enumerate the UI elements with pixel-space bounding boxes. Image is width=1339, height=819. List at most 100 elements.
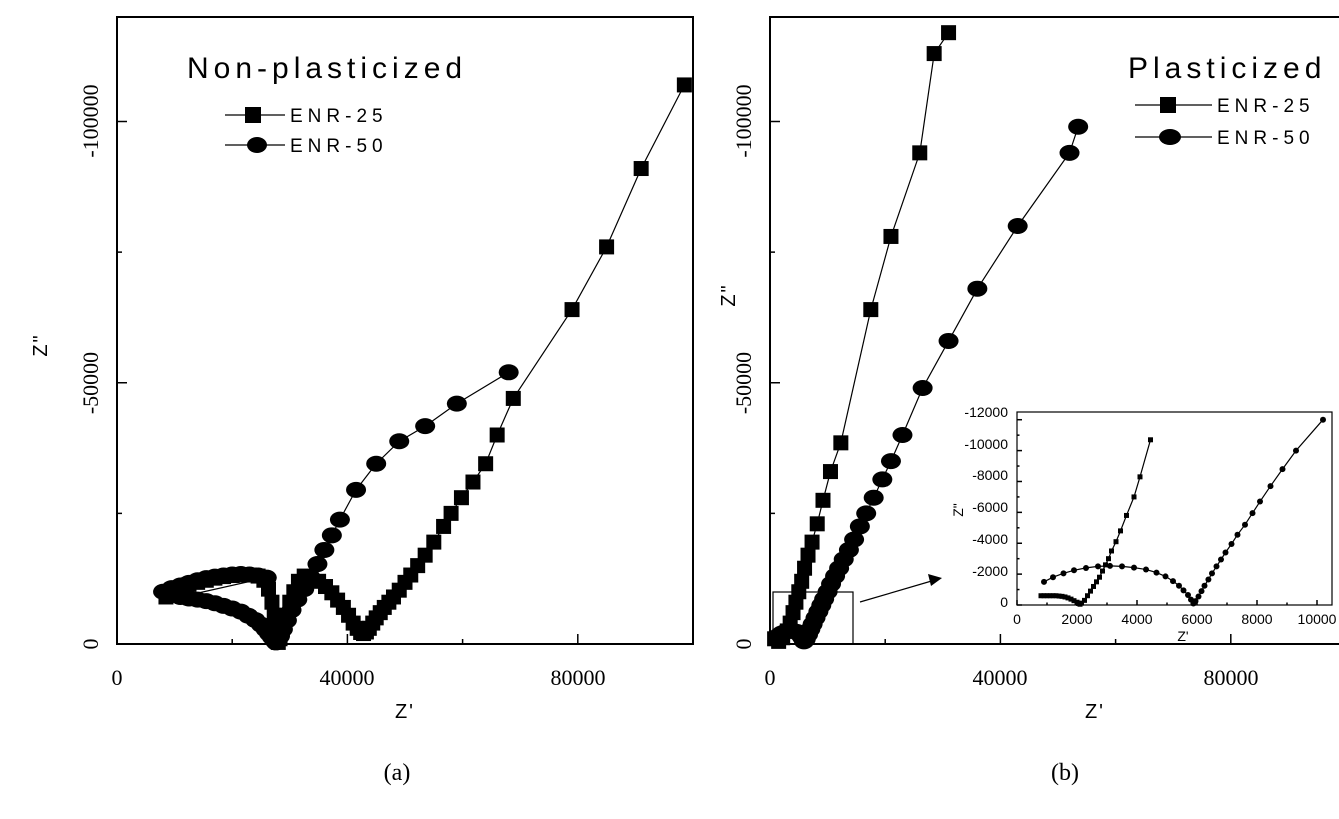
point-enr50-15 bbox=[1185, 591, 1191, 598]
point-enr25-28 bbox=[1124, 512, 1129, 518]
point-enr25-8 bbox=[1062, 594, 1068, 600]
zoom-arrow-line bbox=[859, 579, 936, 603]
point-enr50-27 bbox=[1228, 541, 1235, 548]
point-enr25-17 bbox=[1085, 593, 1090, 599]
plot-frame-a bbox=[116, 16, 694, 645]
y-tick-label-100000: -100000 bbox=[78, 84, 103, 157]
x-axis-label-b: Z' bbox=[1085, 701, 1105, 723]
point-enr50-3 bbox=[1071, 567, 1077, 574]
point-enr25-18 bbox=[912, 145, 928, 161]
point-enr25-9 bbox=[1065, 595, 1071, 601]
point-enr25-5 bbox=[1053, 593, 1059, 599]
point-enr50-7 bbox=[1119, 563, 1125, 570]
point-enr50-20 bbox=[1198, 588, 1205, 595]
point-enr25-10 bbox=[800, 547, 816, 563]
point-enr50-40 bbox=[329, 511, 350, 528]
legend-marker-enr25-a bbox=[245, 107, 261, 123]
panel-a: 0 -50000 -100000 0 40000 80000 Z' Z" Non… bbox=[30, 16, 694, 786]
point-enr50-5 bbox=[1095, 563, 1101, 570]
point-enr50-26 bbox=[1222, 549, 1229, 556]
point-enr50-1 bbox=[1050, 574, 1056, 581]
point-enr50-41 bbox=[346, 481, 367, 498]
inset-x-tick-6000: 6000 bbox=[1181, 611, 1212, 627]
point-enr50-45 bbox=[446, 395, 467, 412]
zoom-arrow-head bbox=[928, 574, 942, 586]
x-tick-label-40000-b: 40000 bbox=[973, 665, 1028, 690]
point-enr25-6 bbox=[1056, 593, 1062, 599]
point-enr25-16 bbox=[863, 302, 879, 318]
point-enr50-23 bbox=[844, 531, 865, 548]
point-enr25-29 bbox=[1131, 494, 1137, 500]
point-enr25-23 bbox=[1103, 562, 1108, 568]
point-enr50-12 bbox=[256, 569, 277, 586]
point-enr25-27 bbox=[1118, 528, 1123, 534]
plot-area-b bbox=[767, 25, 1232, 650]
inset-y-tick-8000: -8000 bbox=[972, 467, 1008, 483]
point-enr25-2 bbox=[1044, 593, 1050, 599]
y-axis-label-a: Z" bbox=[30, 333, 52, 356]
point-enr50-46 bbox=[498, 364, 519, 381]
point-enr50-18 bbox=[1192, 598, 1199, 605]
y-tick-label-100000-b: -100000 bbox=[731, 84, 756, 157]
x-tick-label-80000: 80000 bbox=[551, 665, 606, 690]
point-enr25-50 bbox=[417, 547, 433, 563]
point-enr25-1 bbox=[1041, 593, 1047, 599]
point-enr50-13 bbox=[1176, 582, 1182, 589]
point-enr25-54 bbox=[453, 490, 469, 506]
point-enr50-37 bbox=[307, 556, 328, 573]
plot-area-a bbox=[116, 77, 692, 651]
point-enr50-30 bbox=[1249, 510, 1256, 517]
point-enr25-10 bbox=[1068, 596, 1074, 602]
point-enr25-30 bbox=[1137, 474, 1143, 480]
point-enr50-14 bbox=[1180, 587, 1187, 594]
y-tick-label-0-b: 0 bbox=[731, 639, 756, 650]
point-enr50-33 bbox=[1007, 218, 1028, 234]
legend-marker-enr25-b bbox=[1160, 97, 1176, 113]
point-enr25-60 bbox=[599, 239, 615, 255]
point-enr25-3 bbox=[1047, 593, 1053, 599]
panel-b: 0 -50000 -100000 0 40000 80000 Z' Z" Pla… bbox=[718, 16, 1339, 786]
point-enr50-6 bbox=[1107, 562, 1113, 569]
inset-x-tick-8000: 8000 bbox=[1241, 611, 1272, 627]
point-enr25-18 bbox=[1088, 588, 1093, 594]
point-enr50-22 bbox=[1205, 576, 1212, 583]
point-enr50-44 bbox=[415, 418, 436, 435]
point-enr25-56 bbox=[478, 456, 494, 472]
point-enr25-51 bbox=[426, 534, 442, 550]
point-enr50-29 bbox=[892, 427, 913, 443]
point-enr50-35 bbox=[1320, 416, 1326, 423]
y-axis-label-b: Z" bbox=[718, 283, 740, 306]
point-enr25-7 bbox=[1059, 593, 1065, 599]
point-enr25-22 bbox=[1100, 568, 1105, 574]
inset-y-tick-6000: -6000 bbox=[972, 499, 1008, 515]
point-enr25-31 bbox=[1148, 437, 1153, 443]
point-enr50-35 bbox=[294, 581, 315, 598]
point-enr25-62 bbox=[676, 77, 692, 93]
point-enr25-57 bbox=[489, 427, 505, 443]
point-enr25-11 bbox=[804, 534, 820, 550]
legend-label-enr25-b: ENR-25 bbox=[1217, 96, 1315, 117]
point-enr25-52 bbox=[436, 518, 452, 534]
point-enr50-39 bbox=[321, 527, 342, 544]
point-enr50-34 bbox=[1059, 144, 1080, 161]
point-enr50-9 bbox=[1143, 566, 1149, 573]
point-enr50-29 bbox=[1242, 521, 1248, 528]
point-enr50-31 bbox=[1257, 498, 1263, 505]
y-tick-label-50000-b: -50000 bbox=[731, 352, 756, 414]
point-enr50-26 bbox=[863, 489, 884, 506]
point-enr25-59 bbox=[564, 302, 580, 318]
point-enr50-4 bbox=[1083, 564, 1089, 571]
inset-frame bbox=[1016, 411, 1333, 606]
point-enr50-12 bbox=[1170, 578, 1176, 585]
x-tick-label-40000: 40000 bbox=[320, 665, 375, 690]
legend-marker-enr50-b bbox=[1159, 129, 1181, 145]
point-enr25-20 bbox=[1094, 579, 1099, 585]
point-enr50-24 bbox=[1213, 563, 1220, 570]
point-enr25-21 bbox=[1097, 574, 1102, 580]
point-enr50-30 bbox=[912, 379, 933, 396]
zoom-region-box bbox=[772, 591, 854, 645]
point-enr25-61 bbox=[633, 161, 649, 177]
point-enr50-8 bbox=[1131, 564, 1137, 571]
panel-label-b: (b) bbox=[1051, 760, 1079, 786]
